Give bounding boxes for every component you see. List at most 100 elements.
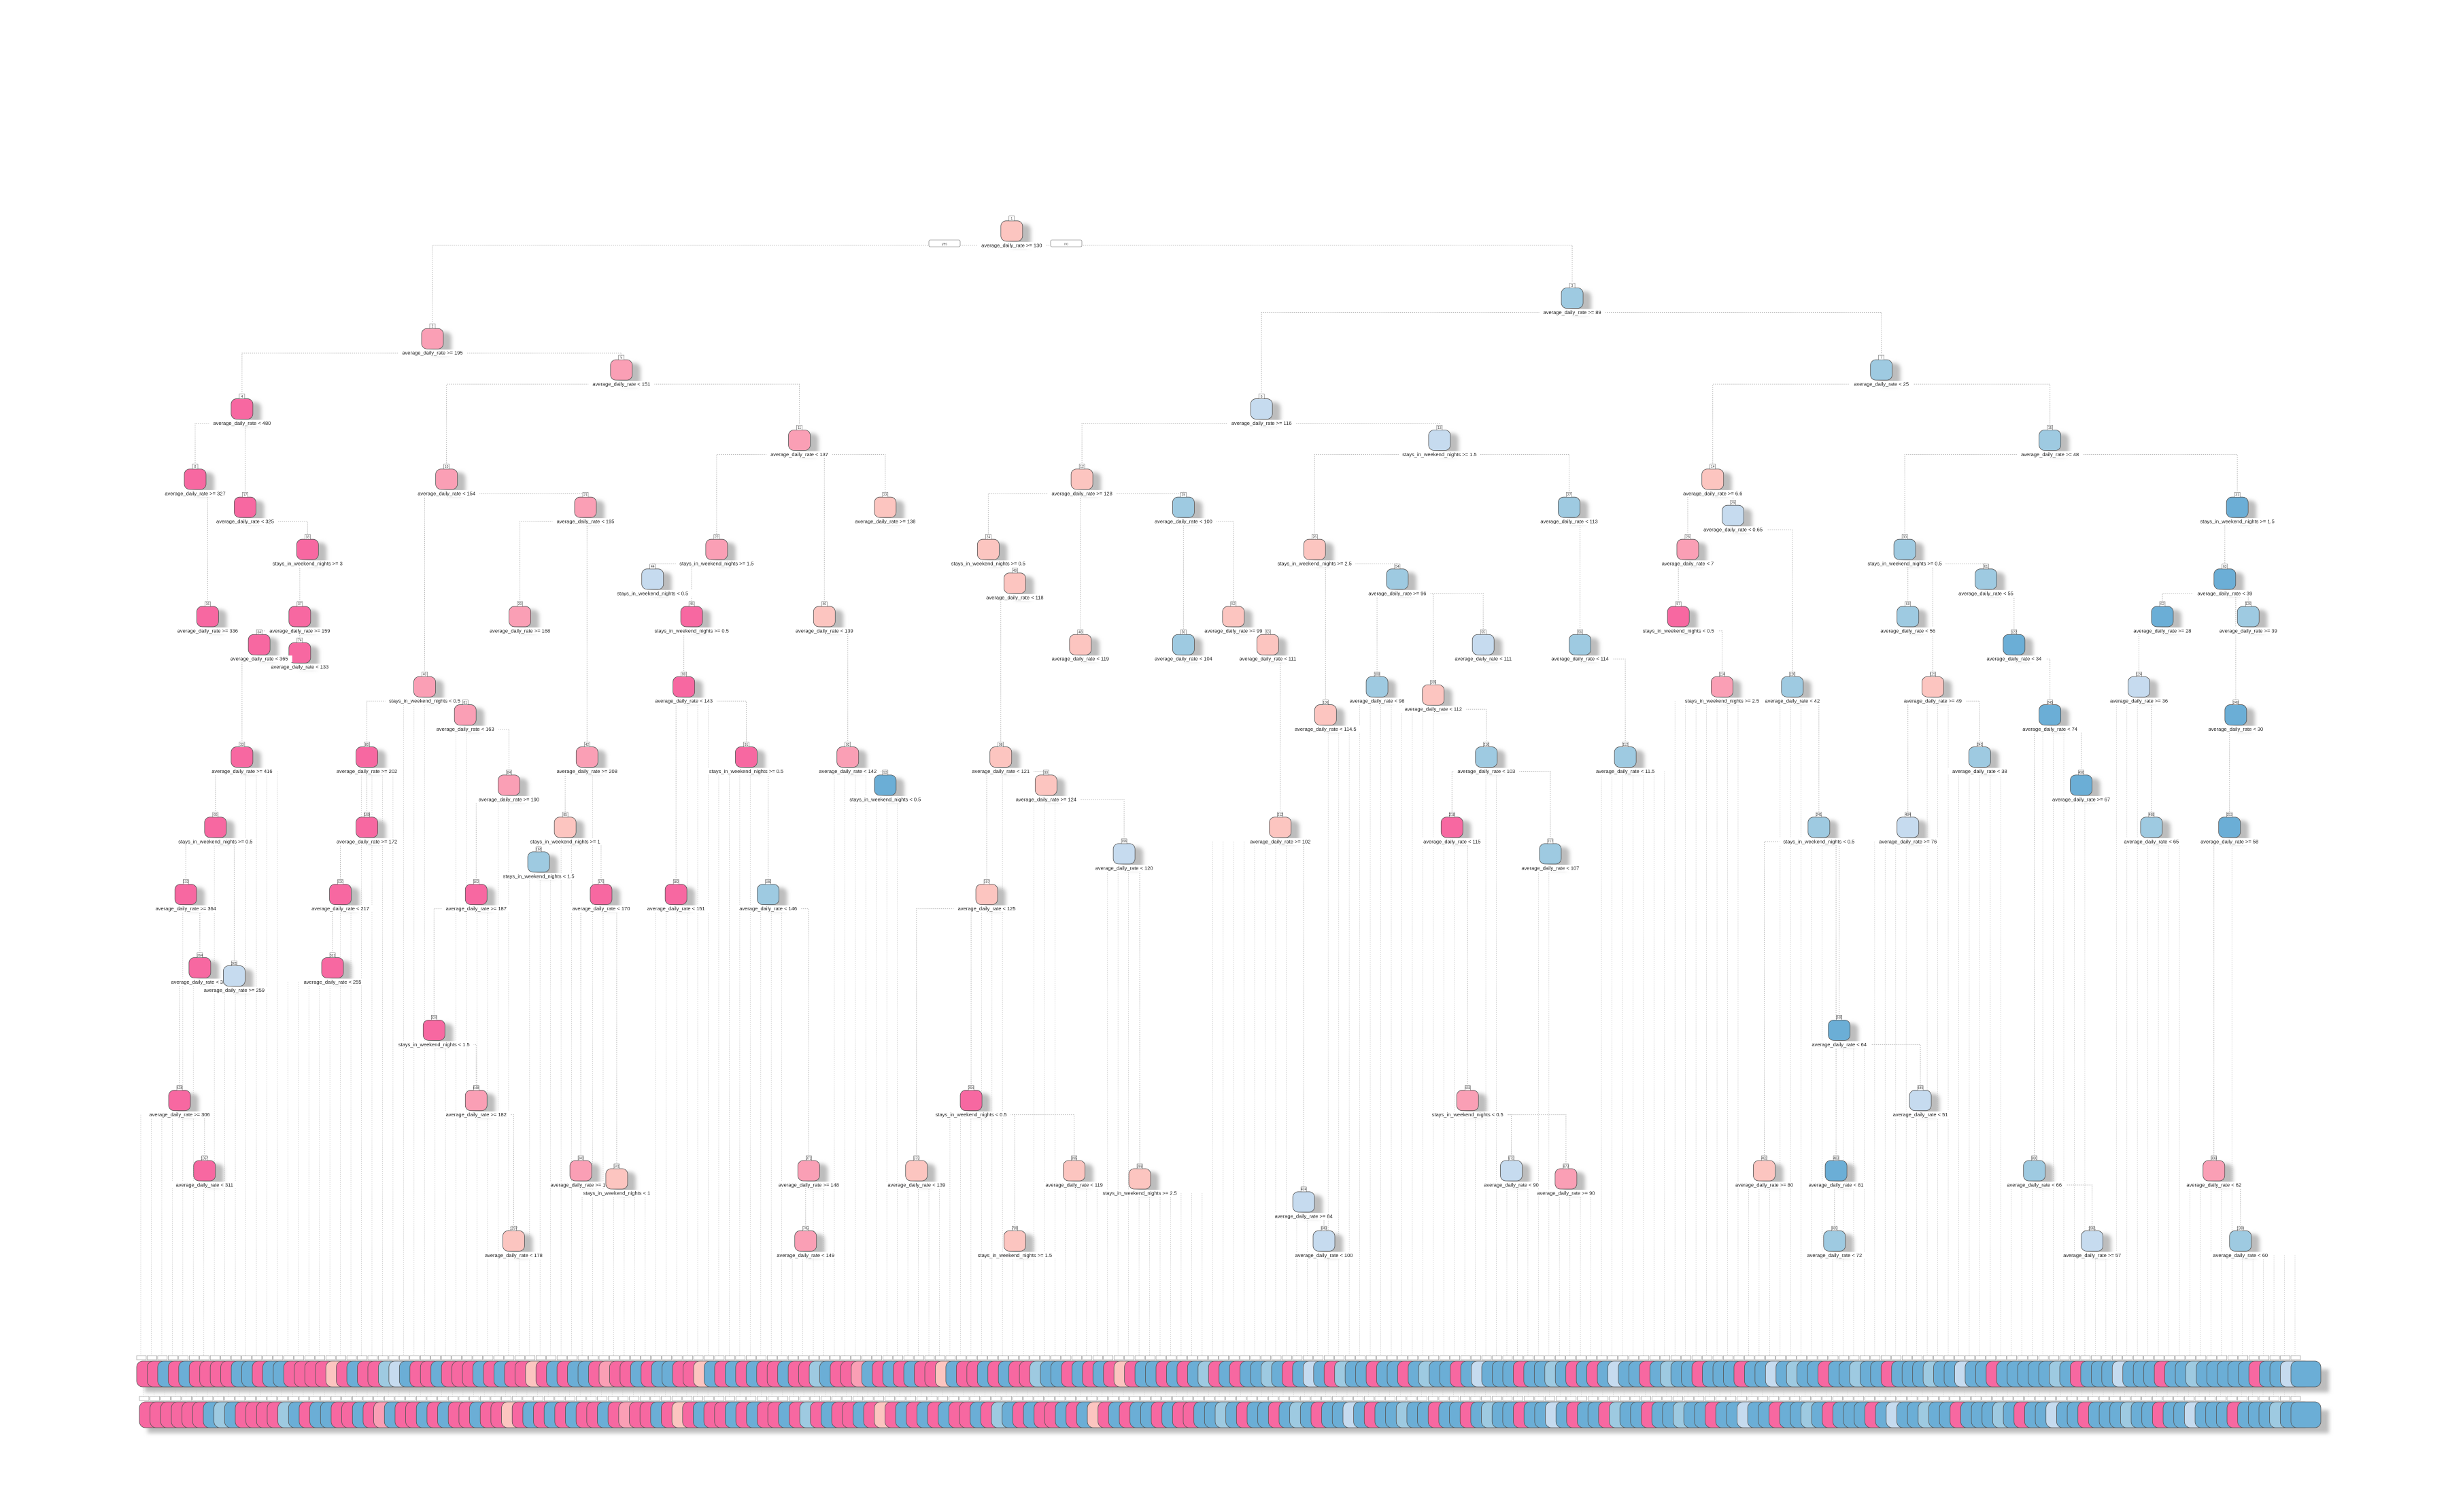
split-node[interactable]: 6 average_daily_rate >= 116 (1227, 394, 1296, 427)
split-node[interactable]: 1961 average_daily_rate >= 57 (2059, 1226, 2126, 1259)
split-node[interactable]: 321 average_daily_rate < 255 (299, 952, 366, 986)
split-node[interactable]: 109 average_daily_rate < 112 (1400, 679, 1467, 713)
split-node[interactable]: 245 average_daily_rate < 74 (2018, 700, 2082, 733)
split-node[interactable]: 31 stays_in_weekend_nights >= 1.5 (2196, 492, 2279, 526)
split-node[interactable]: 54 average_daily_rate >= 96 (1364, 564, 1431, 597)
split-node[interactable]: 8 average_daily_rate >= 327 (160, 464, 230, 497)
split-node[interactable]: 10 average_daily_rate < 154 (413, 464, 480, 497)
split-node[interactable]: 22 stays_in_weekend_nights >= 1.5 (675, 534, 758, 568)
split-node[interactable]: 49 average_daily_rate < 118 (981, 568, 1048, 601)
split-node[interactable]: 98 average_daily_rate < 121 (968, 742, 1034, 775)
split-node[interactable]: 4 average_daily_rate < 480 (209, 394, 275, 427)
split-node[interactable]: 126 average_daily_rate >= 39 (2215, 601, 2281, 634)
split-node[interactable]: 40 stays_in_weekend_nights < 0.5 (385, 671, 464, 705)
split-node[interactable]: 93 stays_in_weekend_nights < 0.5 (845, 770, 925, 803)
split-node[interactable]: 81 average_daily_rate < 163 (432, 700, 498, 733)
split-node[interactable]: 37 average_daily_rate >= 159 (265, 601, 335, 634)
split-node[interactable]: 648 average_daily_rate >= 182 (441, 1085, 511, 1118)
split-node[interactable]: 264 average_daily_rate < 388 (167, 952, 233, 986)
split-node[interactable]: 320 average_daily_rate < 217 (307, 879, 374, 912)
split-node[interactable]: 66 stays_in_weekend_nights >= 0.5 (174, 812, 256, 845)
split-node[interactable]: 28 average_daily_rate < 7 (1657, 534, 1718, 568)
split-node[interactable]: 394 stays_in_weekend_nights < 0.5 (932, 1085, 1011, 1118)
split-node[interactable]: 395 average_daily_rate < 119 (1041, 1155, 1108, 1188)
split-node[interactable]: 62 average_daily_rate >= 28 (2129, 601, 2196, 634)
split-node[interactable]: 324 stays_in_weekend_nights < 1.5 (394, 1015, 474, 1048)
split-node[interactable]: 26 stays_in_weekend_nights >= 2.5 (1274, 534, 1356, 568)
split-node[interactable]: 241 stays_in_weekend_nights < 0.5 (1779, 812, 1858, 845)
split-node[interactable]: 528 average_daily_rate >= 306 (145, 1085, 214, 1118)
split-node[interactable]: 132 average_daily_rate >= 364 (151, 879, 220, 912)
split-node[interactable]: 25 average_daily_rate < 100 (1150, 492, 1217, 526)
split-node[interactable]: 18 stays_in_weekend_nights >= 3 (269, 534, 346, 568)
split-node[interactable]: 789 stays_in_weekend_nights >= 1.5 (974, 1226, 1056, 1259)
split-node[interactable]: 483 average_daily_rate < 81 (1804, 1155, 1868, 1188)
split-node[interactable]: 265 average_daily_rate >= 259 (199, 961, 269, 994)
split-node[interactable]: 196 average_daily_rate < 120 (1091, 838, 1157, 872)
split-node[interactable]: 1297 average_daily_rate < 178 (480, 1226, 547, 1259)
split-node[interactable]: 340 average_daily_rate >= 168 (546, 1155, 615, 1188)
split-node[interactable]: 48 average_daily_rate < 119 (1047, 629, 1114, 663)
split-node[interactable]: 13 stays_in_weekend_nights >= 1.5 (1398, 425, 1480, 458)
split-node[interactable]: 436 stays_in_weekend_nights < 0.5 (1428, 1085, 1508, 1118)
split-node[interactable]: 424 average_daily_rate >= 84 (1270, 1186, 1337, 1220)
split-node[interactable]: 12 average_daily_rate >= 128 (1047, 464, 1117, 497)
split-node[interactable]: 33 average_daily_rate >= 416 (207, 742, 277, 775)
split-node[interactable]: 53 average_daily_rate < 111 (1234, 629, 1301, 663)
split-node[interactable]: 15 average_daily_rate >= 48 (2017, 425, 2084, 458)
split-node[interactable]: 50 average_daily_rate < 104 (1150, 629, 1217, 663)
split-node[interactable]: 873 average_daily_rate >= 90 (1533, 1163, 1599, 1197)
split-node[interactable]: 21 average_daily_rate < 195 (552, 492, 619, 526)
split-node[interactable]: 84 average_daily_rate >= 190 (474, 770, 543, 803)
split-node[interactable]: 121 average_daily_rate >= 49 (1899, 671, 1967, 705)
split-node[interactable]: 160 average_daily_rate >= 172 (333, 812, 402, 845)
split-node[interactable]: 27 average_daily_rate < 113 (1535, 492, 1603, 526)
split-node[interactable]: 85 stays_in_weekend_nights >= 1 (526, 812, 604, 845)
split-node[interactable]: 372 average_daily_rate >= 148 (774, 1155, 843, 1188)
split-node[interactable]: 20 average_daily_rate >= 168 (486, 601, 555, 634)
split-node[interactable]: 872 average_daily_rate < 90 (1479, 1155, 1544, 1188)
split-node[interactable]: 11 average_daily_rate < 137 (766, 425, 833, 458)
split-node[interactable]: 197 average_daily_rate < 125 (953, 879, 1020, 912)
split-node[interactable]: 99 average_daily_rate >= 124 (1011, 770, 1081, 803)
split-node[interactable]: 114 stays_in_weekend_nights >= 2.5 (1681, 671, 1763, 705)
split-node[interactable]: 240 average_daily_rate < 64 (1807, 1015, 1871, 1048)
split-node[interactable]: 63 average_daily_rate < 39 (2193, 564, 2257, 597)
split-node[interactable]: 182 average_daily_rate < 151 (643, 879, 709, 912)
split-node[interactable]: 74 average_daily_rate < 133 (267, 637, 333, 671)
split-node[interactable]: 373 average_daily_rate < 139 (883, 1155, 950, 1188)
split-node[interactable]: 108 average_daily_rate < 98 (1345, 671, 1409, 705)
split-node[interactable]: 120 average_daily_rate < 42 (1761, 671, 1824, 705)
split-node[interactable]: 17 average_daily_rate < 325 (211, 492, 279, 526)
split-node[interactable]: 218 average_daily_rate < 115 (1418, 812, 1485, 845)
split-node[interactable]: 46 average_daily_rate < 139 (791, 601, 857, 634)
split-node[interactable]: 398 stays_in_weekend_nights >= 2.5 (1099, 1163, 1181, 1197)
split-node[interactable]: 14 average_daily_rate >= 6.6 (1678, 464, 1748, 497)
split-node[interactable]: 849 average_daily_rate < 100 (1291, 1226, 1357, 1259)
split-node[interactable]: 212 average_daily_rate >= 102 (1246, 812, 1315, 845)
split-node[interactable]: 186 average_daily_rate < 146 (735, 879, 802, 912)
split-node[interactable]: 1993 average_daily_rate < 60 (2209, 1226, 2273, 1259)
split-node[interactable]: 60 average_daily_rate < 56 (1876, 601, 1940, 634)
leaf-node[interactable] (2290, 1401, 2322, 1428)
split-node[interactable]: 162 average_daily_rate >= 187 (441, 879, 511, 912)
split-node[interactable]: 42 average_daily_rate >= 208 (552, 742, 622, 775)
split-node[interactable]: 1 average_daily_rate >= 130 (977, 216, 1047, 249)
split-node[interactable]: 216 average_daily_rate < 103 (1453, 742, 1520, 775)
split-node[interactable]: 485 average_daily_rate < 51 (1888, 1085, 1952, 1118)
split-node[interactable]: 52 average_daily_rate >= 99 (1200, 601, 1267, 634)
split-node[interactable]: 745 average_daily_rate < 149 (772, 1226, 839, 1259)
split-node[interactable]: 341 stays_in_weekend_nights < 1 (579, 1163, 654, 1197)
split-node[interactable]: 168 stays_in_weekend_nights < 1.5 (499, 846, 579, 880)
split-node[interactable]: 34 average_daily_rate < 365 (226, 629, 292, 663)
split-node[interactable]: 249 average_daily_rate < 30 (2204, 700, 2268, 733)
split-node[interactable]: 56 average_daily_rate < 114 (1546, 629, 1614, 663)
split-node[interactable]: 61 average_daily_rate < 55 (1954, 564, 2018, 597)
split-node[interactable]: 3 average_daily_rate >= 89 (1539, 283, 1605, 316)
split-node[interactable]: 57 stays_in_weekend_nights < 0.5 (1639, 601, 1718, 634)
split-node[interactable]: 23 average_daily_rate >= 138 (851, 492, 920, 526)
split-node[interactable]: 91 stays_in_weekend_nights >= 0.5 (705, 742, 787, 775)
split-node[interactable]: 484 average_daily_rate >= 76 (1875, 812, 1941, 845)
split-node[interactable]: 7 average_daily_rate < 25 (1849, 354, 1914, 388)
leaf-node[interactable] (2290, 1360, 2322, 1388)
